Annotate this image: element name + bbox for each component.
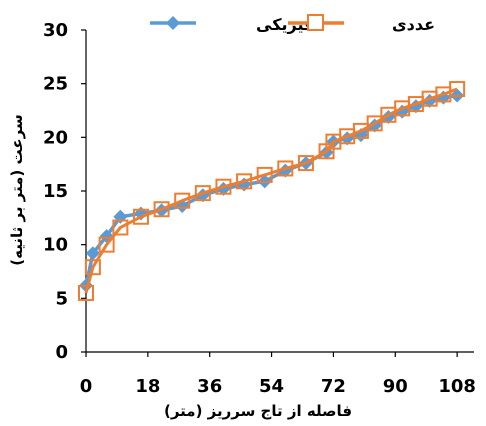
data-point-square	[236, 173, 253, 190]
x-tick-label: 90	[383, 376, 408, 397]
y-tick-label: 0	[55, 342, 68, 363]
data-point-square	[256, 166, 273, 183]
x-tick-label: 0	[80, 376, 93, 397]
legend-label-numerical: عددی	[392, 15, 435, 34]
y-tick-label: 30	[43, 20, 68, 41]
data-point-square	[84, 259, 101, 276]
y-axis-title: سرعت (متر بر ثانیه)	[8, 114, 26, 265]
data-point-square	[78, 284, 94, 301]
series-physical	[79, 88, 465, 293]
legend-label-physical: فیزیکی	[256, 15, 314, 34]
data-point-square	[194, 185, 211, 202]
legend-item-numerical: عددی	[288, 14, 435, 34]
series-numerical	[78, 81, 466, 301]
data-point-square	[174, 192, 191, 209]
data-point-square	[297, 155, 314, 172]
legend-square-marker-icon	[307, 14, 324, 31]
x-axis-title: فاصله از تاج سرریز (متر)	[164, 402, 352, 420]
data-point-square	[153, 201, 170, 218]
y-tick-label: 20	[43, 127, 68, 148]
x-tick-label: 108	[438, 376, 476, 397]
y-tick-labels: 0 5 10 15 20 25 30	[43, 20, 86, 363]
data-point-square	[215, 178, 232, 195]
legend-diamond-marker-icon	[166, 16, 180, 30]
y-tick-label: 5	[55, 288, 68, 309]
legend-item-physical: فیزیکی	[150, 15, 314, 34]
legend: فیزیکی عددی	[150, 14, 435, 34]
x-tick-label: 18	[135, 376, 160, 397]
data-point-square	[277, 160, 294, 177]
data-point-square	[112, 219, 129, 236]
data-point-square	[366, 115, 383, 132]
x-tick-label: 54	[259, 376, 284, 397]
axes	[85, 30, 474, 353]
data-point-square	[98, 236, 115, 253]
series-line	[84, 87, 458, 294]
x-tick-label: 72	[321, 376, 346, 397]
series-layer	[78, 81, 466, 301]
data-point-square	[449, 81, 466, 98]
x-tick-labels: 0 18 36 54 72 90 108	[80, 352, 476, 397]
data-point-diamond	[85, 246, 100, 261]
y-tick-label: 10	[43, 235, 68, 256]
x-tick-label: 36	[197, 376, 222, 397]
y-tick-label: 15	[43, 181, 68, 202]
series-line	[84, 93, 458, 286]
y-tick-label: 25	[43, 74, 68, 95]
data-point-square	[132, 208, 149, 225]
